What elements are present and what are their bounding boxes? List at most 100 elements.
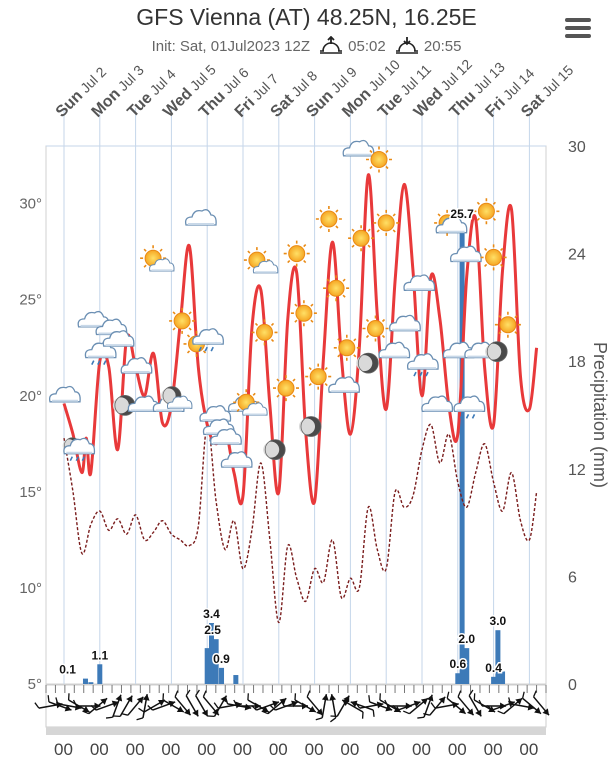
precip-bar <box>491 676 497 684</box>
wind-arrow <box>497 697 523 715</box>
sunset-icon <box>395 37 418 54</box>
temp-tick-label: 15° <box>19 484 42 501</box>
wind-arrow <box>508 697 535 711</box>
wind-arrow <box>138 699 166 713</box>
precip-data-label: 25.7 <box>450 207 474 221</box>
precip-data-label: 3.0 <box>490 614 507 628</box>
day-name: Thu <box>447 88 480 121</box>
day-date: Jul 2 <box>77 64 109 96</box>
dew-point-line <box>63 423 538 624</box>
wind-arrow <box>251 700 280 711</box>
day-date: Jul 6 <box>220 64 252 96</box>
precip-data-label: 0.1 <box>59 663 76 677</box>
wind-arrow <box>136 694 150 721</box>
hour-tick-label: 00 <box>268 740 288 759</box>
day-date: Jul 4 <box>147 66 179 98</box>
wind-arrow <box>174 690 192 716</box>
day-name: Fri <box>232 94 258 120</box>
precip-bar <box>464 648 470 684</box>
wind-arrow <box>195 689 209 717</box>
wind-arrow <box>468 689 482 717</box>
day-date: Jul 3 <box>115 62 147 94</box>
wind-arrow <box>423 696 446 716</box>
precip-bar <box>233 675 239 684</box>
wind-arrow <box>315 694 329 721</box>
temp-tick-label: 25° <box>19 292 42 309</box>
wind-arrow <box>294 693 317 713</box>
hour-tick-label: 00 <box>197 740 217 759</box>
precip-bar <box>82 678 88 684</box>
wind-arrow <box>147 700 176 711</box>
hour-tick-label: 00 <box>447 740 467 759</box>
precip-bar <box>208 623 214 684</box>
wind-arrow <box>306 690 324 716</box>
wind-arrow <box>521 691 542 715</box>
day-date: Jul 7 <box>249 70 281 102</box>
day-name: Wed <box>160 85 196 121</box>
day-date: Jul 5 <box>187 61 219 93</box>
precip-tick-label: 6 <box>568 569 577 586</box>
day-date: Jul 12 <box>437 56 475 94</box>
sunset-time: 20:55 <box>423 38 462 55</box>
menu-icon[interactable] <box>565 18 591 38</box>
wind-arrow <box>162 693 185 713</box>
axis-labels: 5° 10° 15° 20° 25° 30° 0 6 12 18 24 30 Precipitation… <box>19 139 610 694</box>
hour-tick-label: 00 <box>54 740 73 759</box>
hour-tick-label: 00 <box>483 740 503 759</box>
chart-subtitle: Init: Sat, 01Jul2023 12Z 05:02 20:55 <box>0 36 613 55</box>
hour-tick-label: 00 <box>376 740 396 759</box>
wind-arrow <box>121 696 144 716</box>
precip-tick-label: 0 <box>568 677 577 694</box>
precip-bar <box>455 673 461 684</box>
temp-tick-label: 30° <box>19 196 42 213</box>
temp-tick-label: 10° <box>19 580 42 597</box>
precip-data-label: 2.0 <box>458 632 475 646</box>
day-name: Sat <box>268 91 298 121</box>
day-name: Fri <box>482 94 508 120</box>
wind-arrow <box>446 691 467 715</box>
wind-arrow <box>47 695 72 712</box>
day-name: Mon <box>89 86 124 121</box>
precip-bar <box>204 648 210 684</box>
temperature-line <box>62 173 539 506</box>
wind-arrow <box>532 690 550 716</box>
wind-arrow <box>341 699 364 719</box>
hour-tick-label: 00 <box>161 740 181 759</box>
temperature-lines <box>62 173 539 624</box>
temp-tick-label: 5° <box>28 676 42 693</box>
init-time: Init: Sat, 01Jul2023 12Z <box>151 38 310 55</box>
precip-data-label: 2.5 <box>204 623 221 637</box>
wind-arrow <box>105 694 123 719</box>
day-date: Jul 15 <box>539 62 577 100</box>
day-name: Tue <box>375 89 406 120</box>
precip-data-label: 0.6 <box>449 657 466 671</box>
precip-data-label: 3.4 <box>203 607 220 621</box>
precip-bar <box>500 671 506 684</box>
precip-bar <box>219 667 225 684</box>
hour-tick-label: 00 <box>304 740 324 759</box>
precip-bar <box>97 664 103 684</box>
precip-bar <box>459 223 465 684</box>
precip-bar <box>88 682 94 684</box>
cloud-icon <box>342 139 375 157</box>
temp-tick-label: 20° <box>19 388 42 405</box>
wind-arrow <box>457 690 475 716</box>
precip-data-label: 0.9 <box>213 652 230 666</box>
scroll-track <box>46 727 546 735</box>
hour-tick-label: 00 <box>519 740 539 759</box>
hour-tick-label: 00 <box>125 740 145 759</box>
wind-arrow <box>247 693 270 713</box>
day-name: Tue <box>124 89 155 120</box>
precip-tick-label: 12 <box>568 462 586 479</box>
precip-axis-label: Precipitation (mm) <box>590 342 610 488</box>
chart-title: GFS Vienna (AT) 48.25N, 16.25E <box>136 4 477 30</box>
precip-data-label: 1.1 <box>91 648 108 662</box>
x-axis-hour-labels: 00 00 00 00 00 00 00 00 00 00 00 00 00 00 <box>0 740 613 764</box>
day-name: Sun <box>303 87 336 120</box>
day-name: Sun <box>53 87 86 120</box>
day-name: Wed <box>411 85 447 121</box>
wind-arrow <box>113 695 133 718</box>
wind-arrow <box>368 695 393 712</box>
hour-tick-label: 00 <box>233 740 252 759</box>
